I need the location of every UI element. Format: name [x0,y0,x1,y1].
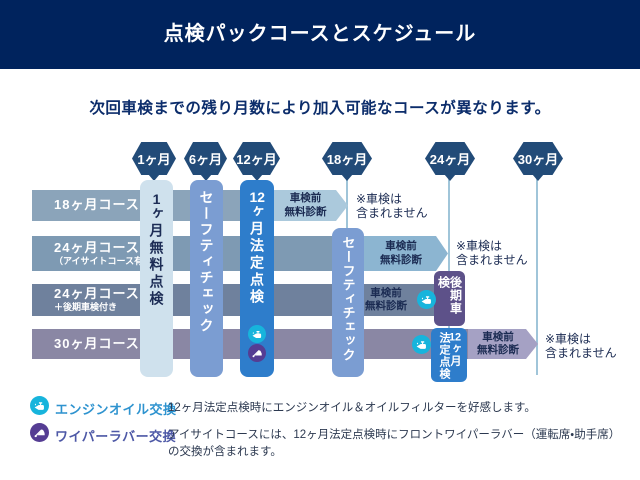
pre-checkup-arrow-row2: 車検前 無料診断 [364,236,448,271]
note-text: 含まれません [456,253,528,268]
arrow-text: 車検前 [482,330,514,343]
column-label: セーフティチェック [198,190,215,334]
course-label: 24ヶ月コース [54,239,140,255]
on-bar-text: 無料診断 [365,300,407,313]
legend-label-wiper: ワイパーラバー交換 [55,429,177,444]
note-no-shaken-row1: ※車検は 含まれません [356,192,428,221]
column-12month-legal-inspection-1: 12ヶ月法定点検 [240,180,274,377]
wiper-icon [30,423,49,442]
arrow-text: 車検前 [289,192,322,205]
hexagon-badge: 30ヶ月 [513,142,563,175]
note-no-shaken-row4: ※車検は 含まれません [545,332,617,361]
arrow-text: 車検前 [385,240,417,253]
marker-pointer [250,174,263,181]
hexagon-badge: 18ヶ月 [322,142,372,175]
course-sublabel: ＋後期車検付き [54,302,118,313]
column-12month-legal-inspection-2: 12ヶ月 法定点検 [431,328,467,382]
oil-can-icon [30,396,49,415]
arrow-text: 無料診断 [380,253,422,266]
column-label-number: 12 [249,190,265,204]
marker-pointer [532,174,544,181]
course-label: 18ヶ月コース [54,197,140,213]
column-label-line2: 法定点検 [438,332,450,380]
note-text: 含まれません [545,346,617,361]
note-text: 含まれません [356,206,428,221]
marker-6month: 6ヶ月 [184,142,227,181]
column-safety-check-2: セーフティチェック [332,228,364,377]
marker-30month: 30ヶ月 [513,142,563,181]
column-late-inspection: 後期車検 [434,271,465,326]
column-label: 12ヶ月法定点検 [249,190,265,306]
note-text: ※車検は [456,239,503,253]
marker-24month: 24ヶ月 [425,142,475,181]
course-label: 30ヶ月コース [54,335,140,351]
hexagon-badge: 24ヶ月 [425,142,475,175]
wiper-icon [248,344,266,362]
marker-pointer [148,174,160,181]
pre-checkup-arrow-row4: 車検前 無料診断 [468,329,538,359]
column-label: 後期車検 [436,276,463,315]
subtitle: 次回車検までの残り月数により加入可能なコースが異なります。 [89,100,551,117]
column-label: 1ヶ月無料点検 [148,192,165,308]
course-row-24month-late: 24ヶ月コース ＋後期車検付き [32,284,434,316]
page-title: 点検パックコースとスケジュール [163,23,477,45]
page-header: 点検パックコースとスケジュール [0,0,640,69]
hexagon-badge: 6ヶ月 [184,142,227,175]
course-label: 24ヶ月コース [54,286,140,302]
column-safety-check-1: セーフティチェック [190,180,223,377]
column-label-text: ヶ月 [449,343,461,367]
column-label-text: ヶ月法定点検 [249,204,265,306]
pre-checkup-text-row3: 車検前 無料診断 [356,287,416,313]
hexagon-badge: 12ヶ月 [233,142,280,175]
marker-pointer [199,174,212,181]
marker-12month: 12ヶ月 [233,142,280,181]
note-text: ※車検は [356,192,403,206]
marker-18month: 18ヶ月 [322,142,372,181]
oil-can-icon [417,290,436,309]
oil-can-icon [248,325,266,343]
note-text: ※車検は [545,332,592,346]
on-bar-text: 車検前 [370,287,402,299]
column-label-line1: 12ヶ月 [448,332,462,380]
hexagon-badge: 1ヶ月 [132,142,176,175]
legend-label-oil: エンジンオイル交換 [55,402,177,417]
guide-line-30 [536,176,538,375]
column-label-number: 12 [448,332,462,343]
course-sublabel: （アイサイトコース有） [54,255,153,266]
legend-desc-oil: 12ヶ月法定点検時にエンジンオイル＆オイルフィルターを好感します。 [168,402,536,414]
column-label-text: ヶ月無料点検 [148,206,165,308]
oil-can-icon [412,335,431,354]
pre-checkup-arrow-row1: 車検前 無料診断 [273,190,348,221]
marker-pointer [341,174,353,181]
column-label: セーフティチェック [340,236,356,362]
marker-pointer [444,174,456,181]
legend-desc-wiper: アイサイトコースには、12ヶ月法定点検時にフロントワイパーラバー（運転席・助手席… [168,429,621,459]
arrow-text: 無料診断 [284,205,327,218]
column-label: 12ヶ月 法定点検 [438,332,462,380]
column-1month-free-inspection: 1ヶ月無料点検 [140,180,173,377]
note-no-shaken-row2: ※車検は 含まれません [456,239,528,268]
column-label-number: 1 [152,192,161,206]
marker-1month: 1ヶ月 [132,142,176,181]
arrow-text: 無料診断 [477,344,519,356]
